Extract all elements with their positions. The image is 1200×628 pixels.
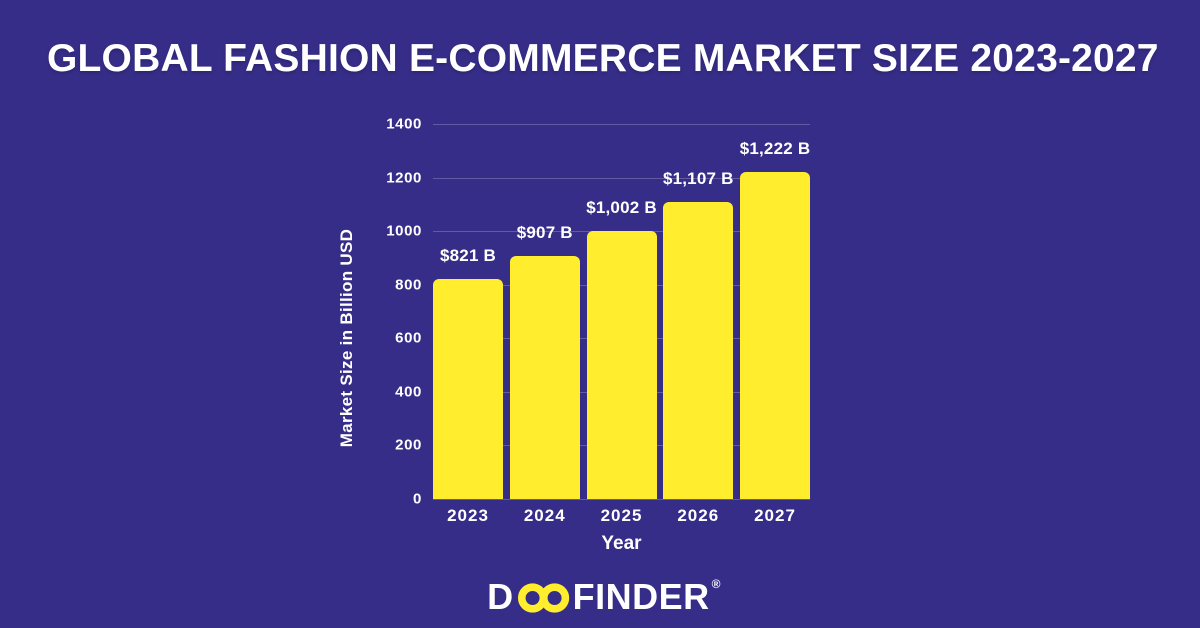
infinity-icon [517, 583, 569, 613]
y-tick-label-1000: 1000 [386, 222, 422, 240]
bars: $821 B 2023 $907 B 2024 $1,002 B 2025 $1,107 B… [433, 124, 811, 525]
doofinder-logo: D FINDER ® [487, 576, 721, 618]
y-tick-label-1400: 1400 [386, 115, 422, 133]
bar-2025 [586, 230, 657, 499]
x-tick-label-2027: 2027 [754, 506, 796, 525]
y-tick-label-200: 200 [395, 436, 422, 454]
registered-trademark: ® [711, 577, 721, 591]
x-tick-label-2026: 2026 [677, 506, 720, 525]
y-tick-label-800: 800 [395, 276, 422, 294]
bar-2027 [740, 171, 810, 499]
bar-2026 [663, 202, 734, 499]
y-tick-label-0: 0 [413, 490, 422, 508]
bar-group-2023: $821 B 2023 [433, 124, 503, 525]
bar-2024 [509, 256, 580, 499]
y-tick-label-1200: 1200 [386, 169, 422, 187]
bar-value-label-2023: $821 B [439, 246, 497, 266]
gridline-1400 [433, 124, 810, 125]
page-title: GLOBAL FASHION E-COMMERCE MARKET SIZE 20… [47, 37, 1159, 80]
plot-area: $821 B 2023 $907 B 2024 $1,002 B 2025 $1,107 B… [386, 116, 811, 555]
bar-group-2026: $1,107 B 2026 [662, 124, 734, 525]
gridline-0 [433, 499, 810, 500]
bar-group-2025: $1,002 B 2025 [586, 124, 657, 525]
logo-text-finder: FINDER [572, 576, 710, 617]
bar-group-2027: $1,222 B 2027 [739, 124, 811, 525]
x-tick-label-2024: 2024 [523, 506, 566, 525]
bar-2023 [433, 279, 503, 499]
x-axis-title: Year [601, 533, 642, 554]
x-tick-label-2023: 2023 [447, 506, 489, 525]
bar-value-label-2024: $907 B [516, 223, 573, 243]
x-tick-label-2025: 2025 [600, 506, 643, 525]
y-tick-label-400: 400 [395, 383, 422, 401]
y-axis-title: Market Size in Billion USD [337, 228, 356, 448]
logo-letter-d: D [487, 576, 514, 617]
bar-value-label-2027: $1,222 B [739, 138, 811, 158]
gridline-1200 [433, 177, 810, 179]
bar-value-label-2026: $1,107 B [662, 169, 734, 189]
bar-value-label-2025: $1,002 B [586, 197, 657, 217]
bar-group-2024: $907 B 2024 [509, 124, 580, 525]
y-tick-label-600: 600 [395, 329, 422, 347]
